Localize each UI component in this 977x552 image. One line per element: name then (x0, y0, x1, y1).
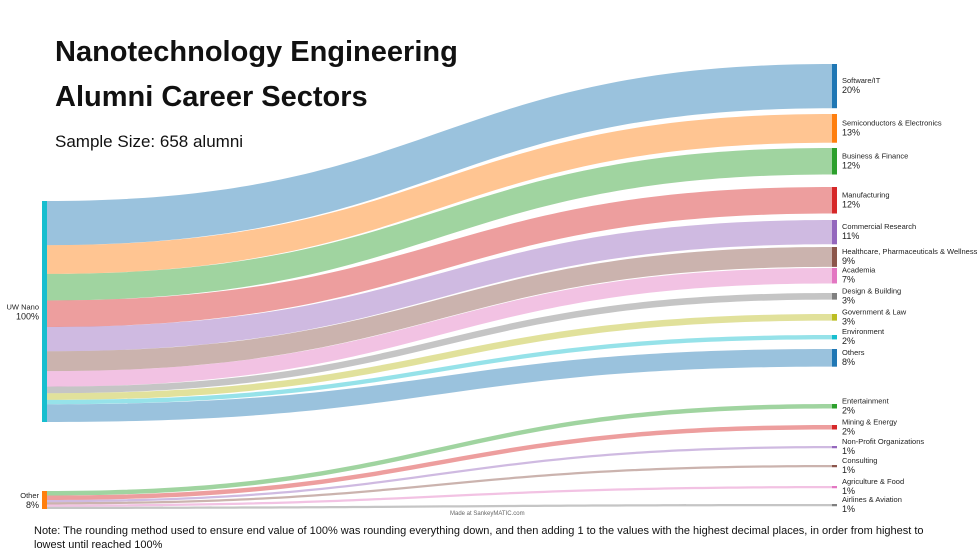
flow-manufacturing (47, 187, 832, 327)
target-value: 13% (842, 127, 860, 137)
target-node-consulting (832, 465, 837, 468)
target-value: 2% (842, 336, 855, 346)
target-node-business-finance (832, 148, 837, 175)
target-node-manufacturing (832, 187, 837, 214)
target-label: Non-Profit Organizations (842, 437, 924, 446)
flow-government-law (47, 314, 832, 400)
target-label: Software/IT (842, 76, 881, 85)
sample-size-subtitle: Sample Size: 658 alumni (55, 132, 244, 151)
target-node-others (832, 349, 837, 367)
flow-design-building (47, 293, 832, 394)
target-value: 20% (842, 85, 860, 95)
flow-consulting (47, 465, 832, 505)
target-label: Commercial Research (842, 222, 916, 231)
flow-entertainment (47, 404, 832, 496)
chart-title-line-2: Alumni Career Sectors (55, 81, 368, 113)
flow-healthcare-pharmaceuticals-wellness (47, 247, 832, 372)
flow-software-it (47, 64, 832, 246)
target-node-healthcare-pharmaceuticals-wellness (832, 247, 837, 267)
flow-airlines-aviation (47, 504, 832, 509)
target-value: 2% (842, 426, 855, 436)
source-node-other (42, 491, 47, 509)
target-label: Consulting (842, 456, 877, 465)
source-label: Other (20, 491, 39, 500)
target-label: Manufacturing (842, 190, 890, 199)
target-node-government-law (832, 314, 837, 321)
flow-environment (47, 335, 832, 405)
credit-text: Made at SankeyMATIC.com (450, 511, 525, 517)
target-label: Environment (842, 327, 885, 336)
target-value: 1% (842, 446, 855, 456)
flow-agriculture-food (47, 486, 832, 507)
target-value: 9% (842, 256, 855, 266)
source-value: 100% (16, 312, 39, 322)
target-value: 1% (842, 486, 855, 496)
flow-semiconductors-electronics (47, 114, 832, 274)
target-node-academia (832, 268, 837, 284)
flow-academia (47, 268, 832, 387)
target-node-non-profit-organizations (832, 446, 837, 449)
flow-mining-energy (47, 425, 832, 500)
flow-others (47, 349, 832, 422)
target-label: Healthcare, Pharmaceuticals & Wellness (842, 247, 977, 256)
target-node-environment (832, 335, 837, 340)
target-value: 8% (842, 357, 855, 367)
flow-non-profit-organizations (47, 446, 832, 503)
target-value: 1% (842, 465, 855, 475)
target-label: Government & Law (842, 307, 907, 316)
flow-commercial-research (47, 220, 832, 352)
chart-title-line-1: Nanotechnology Engineering (55, 36, 458, 68)
target-node-agriculture-food (832, 486, 837, 489)
source-value: 8% (26, 500, 39, 510)
target-label: Airlines & Aviation (842, 495, 902, 504)
source-node-uw-nano (42, 201, 47, 422)
target-node-airlines-aviation (832, 504, 837, 507)
source-label: UW Nano (6, 303, 39, 312)
rounding-note: Note: The rounding method used to ensure… (34, 525, 924, 551)
target-label: Design & Building (842, 286, 901, 295)
target-value: 1% (842, 504, 855, 514)
target-node-entertainment (832, 404, 837, 409)
target-node-design-building (832, 293, 837, 300)
target-value: 7% (842, 275, 855, 285)
target-label: Academia (842, 266, 876, 275)
target-node-software-it (832, 64, 837, 109)
target-value: 3% (842, 316, 855, 326)
target-node-commercial-research (832, 220, 837, 245)
target-label: Others (842, 348, 865, 357)
flow-business-finance (47, 148, 832, 301)
target-value: 2% (842, 405, 855, 415)
target-label: Mining & Energy (842, 417, 897, 426)
target-node-mining-energy (832, 425, 837, 430)
target-value: 11% (842, 231, 859, 241)
target-label: Agriculture & Food (842, 477, 904, 486)
target-value: 3% (842, 295, 855, 305)
target-label: Semiconductors & Electronics (842, 118, 942, 127)
target-label: Entertainment (842, 396, 890, 405)
target-value: 12% (842, 160, 860, 170)
target-value: 12% (842, 199, 860, 209)
target-label: Business & Finance (842, 151, 908, 160)
target-node-semiconductors-electronics (832, 114, 837, 143)
